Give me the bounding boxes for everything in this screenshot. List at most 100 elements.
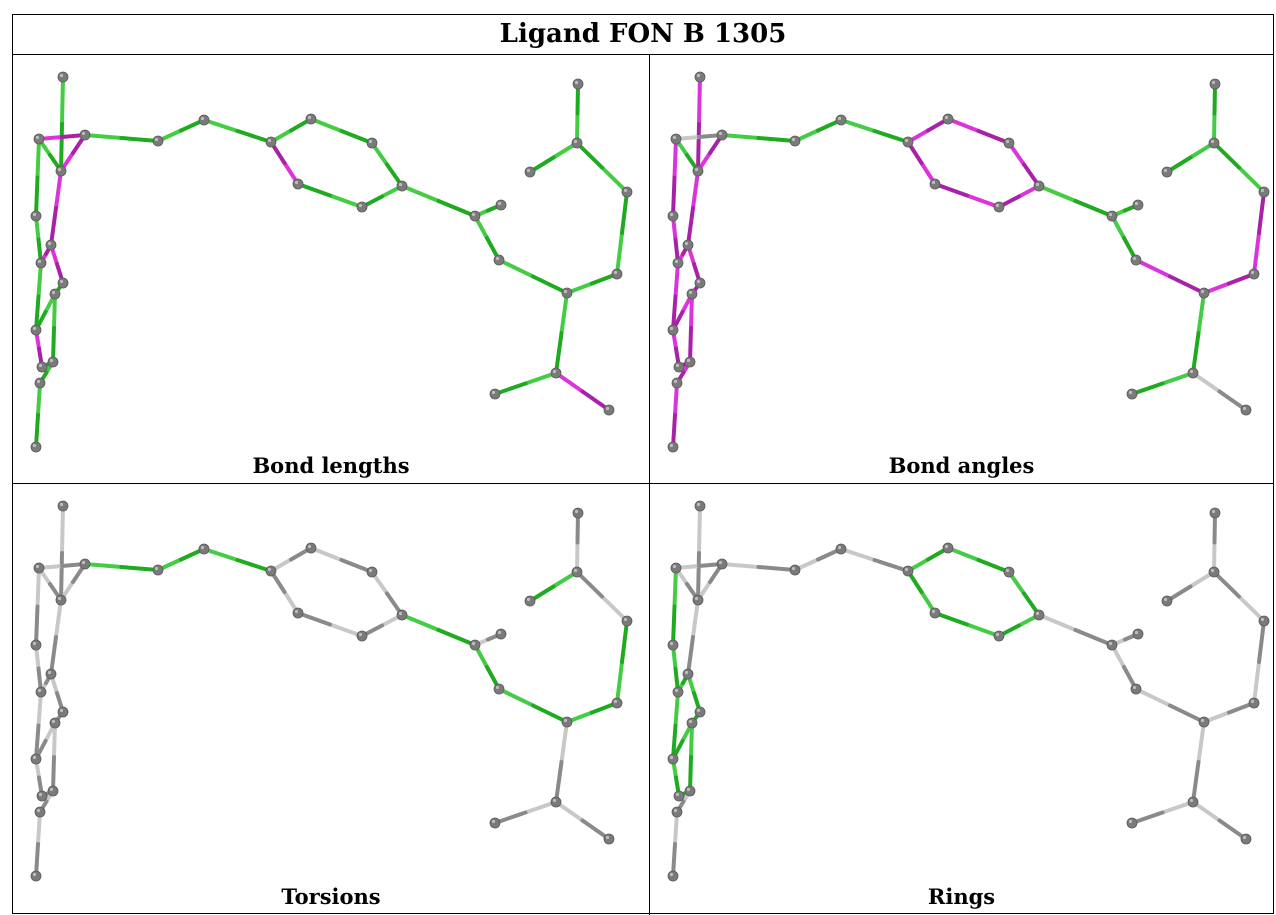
torsions-atom-highlight-23	[605, 835, 610, 840]
torsions-bond-19-half-1	[575, 570, 604, 599]
torsions-atom-6	[265, 565, 277, 577]
bond-group	[34, 504, 629, 878]
rings-atom-highlight-10	[995, 632, 1000, 637]
bond-angles-bond-35-half-1	[686, 206, 695, 247]
bond-angles-atom-3	[716, 129, 728, 141]
bond-angles-atom-18	[1208, 137, 1220, 149]
torsions-bond-37-half-0	[36, 690, 43, 728]
bond-angles-atom-6	[902, 136, 914, 148]
bond-angles-atom-33	[667, 441, 679, 453]
bond-angles-atom-highlight-0	[696, 73, 701, 78]
bond-lengths-atom-3	[79, 129, 91, 141]
bond-angles-atom-24	[667, 210, 679, 222]
bond-angles-atom-20	[1161, 166, 1173, 178]
rings-bond-0-half-0	[697, 504, 702, 555]
rings-atom-24	[667, 639, 679, 651]
bond-lengths-bond-16-half-0	[497, 258, 535, 279]
torsions-atom-32	[34, 806, 46, 818]
rings-atom-highlight-2	[694, 596, 699, 601]
torsions-atom-highlight-2	[57, 596, 62, 601]
bond-angles-atom-highlight-22	[1128, 390, 1133, 395]
panel-caption-torsions: Torsions	[281, 884, 381, 909]
rings-atom-highlight-3	[718, 560, 723, 565]
torsions-atom-highlight-11	[294, 609, 299, 614]
bond-lengths-bond-16-half-1	[531, 274, 569, 295]
bond-lengths-atom-32	[34, 377, 46, 389]
bond-angles-bond-13-half-0	[1037, 184, 1078, 203]
rings-atom-highlight-18	[1210, 568, 1215, 573]
torsions-atom-16	[611, 697, 623, 709]
bond-lengths-bond-37-half-0	[36, 261, 43, 299]
torsions-atom-highlight-10	[358, 632, 363, 637]
torsions-atom-10	[356, 630, 368, 642]
bond-lengths-atom-31	[47, 356, 59, 368]
bond-lengths-atom-highlight-21	[552, 369, 557, 374]
torsions-atom-highlight-8	[368, 568, 373, 573]
rings-atom-highlight-32	[673, 808, 678, 813]
bond-angles-atom-highlight-33	[669, 443, 674, 448]
rings-atom-highlight-22	[1128, 819, 1133, 824]
bond-lengths-atom-2	[55, 165, 67, 177]
bond-angles-atom-highlight-26	[684, 241, 689, 246]
bond-lengths-atom-highlight-33	[32, 443, 37, 448]
torsions-atom-14	[493, 683, 505, 695]
bond-angles-atom-highlight-7	[944, 115, 949, 120]
bond-angles-atom-highlight-18	[1210, 139, 1215, 144]
torsions-atom-highlight-6	[267, 567, 272, 572]
bond-lengths-atom-10	[356, 201, 368, 213]
bond-lengths-atom-24	[30, 210, 42, 222]
bond-lengths-bond-4-half-1	[119, 136, 160, 143]
rings-bond-13-half-0	[1037, 613, 1078, 632]
torsions-atom-highlight-32	[36, 808, 41, 813]
panel-divider-horizontal	[13, 483, 1273, 484]
torsions-atom-12	[469, 639, 481, 651]
bond-lengths-bond-19-half-1	[575, 141, 604, 170]
torsions-atom-28	[49, 717, 61, 729]
bond-lengths-atom-17	[621, 186, 633, 198]
bond-lengths-atom-8	[366, 137, 378, 149]
torsions-atom-9	[396, 609, 408, 621]
rings-atom-highlight-1	[672, 564, 677, 569]
rings-atom-29	[667, 753, 679, 765]
rings-atom-23	[1240, 833, 1252, 845]
torsions-atom-highlight-17	[623, 617, 628, 622]
rings-atom-18	[1208, 566, 1220, 578]
rings-atom-highlight-31	[686, 787, 691, 792]
bond-angles-atom-highlight-9	[1035, 182, 1040, 187]
bond-lengths-atom-highlight-12	[471, 212, 476, 217]
bond-angles-atom-highlight-19	[1211, 80, 1216, 85]
bond-angles-atom-highlight-1	[672, 135, 677, 140]
bond-angles-atom-1	[670, 133, 682, 145]
bond-lengths-bond-13-half-1	[436, 199, 477, 218]
bond-angles-atom-highlight-11	[931, 180, 936, 185]
bond-lengths-bond-19-half-0	[600, 165, 629, 194]
bond-lengths-atom-1	[33, 133, 45, 145]
bond-lengths-bond-13-half-0	[400, 184, 441, 203]
bond-angles-bond-25-half-0	[672, 137, 678, 180]
bond-group	[671, 504, 1266, 878]
rings-atom-highlight-25	[674, 688, 679, 693]
bond-lengths-bond-8-half-1	[339, 129, 374, 145]
panel-bond-angles: Bond angles	[650, 55, 1273, 483]
torsions-bond-8-half-0	[309, 546, 344, 562]
rings-bond-8-half-0	[946, 546, 981, 562]
rings-bond-16-half-0	[1134, 687, 1172, 708]
torsions-bond-35-half-0	[54, 598, 63, 639]
rings-atom-6	[902, 565, 914, 577]
bond-lengths-atom-highlight-1	[35, 135, 40, 140]
bond-lengths-bond-22-half-0	[559, 291, 569, 335]
rings-atom-31	[684, 785, 696, 797]
torsions-atom-24	[30, 639, 42, 651]
bond-lengths-atom-5	[198, 114, 210, 126]
rings-atom-27	[694, 706, 706, 718]
bond-angles-atom-highlight-28	[688, 290, 693, 295]
rings-atom-21	[1187, 796, 1199, 808]
bond-group	[34, 75, 629, 449]
bond-lengths-atom-highlight-7	[307, 115, 312, 120]
bond-lengths-atom-highlight-14	[495, 256, 500, 261]
bond-angles-atom-highlight-31	[686, 358, 691, 363]
torsions-atom-4	[152, 564, 164, 576]
molecule-view-rings	[667, 500, 1270, 882]
bond-angles-atom-highlight-29	[669, 326, 674, 331]
bond-lengths-atom-6	[265, 136, 277, 148]
